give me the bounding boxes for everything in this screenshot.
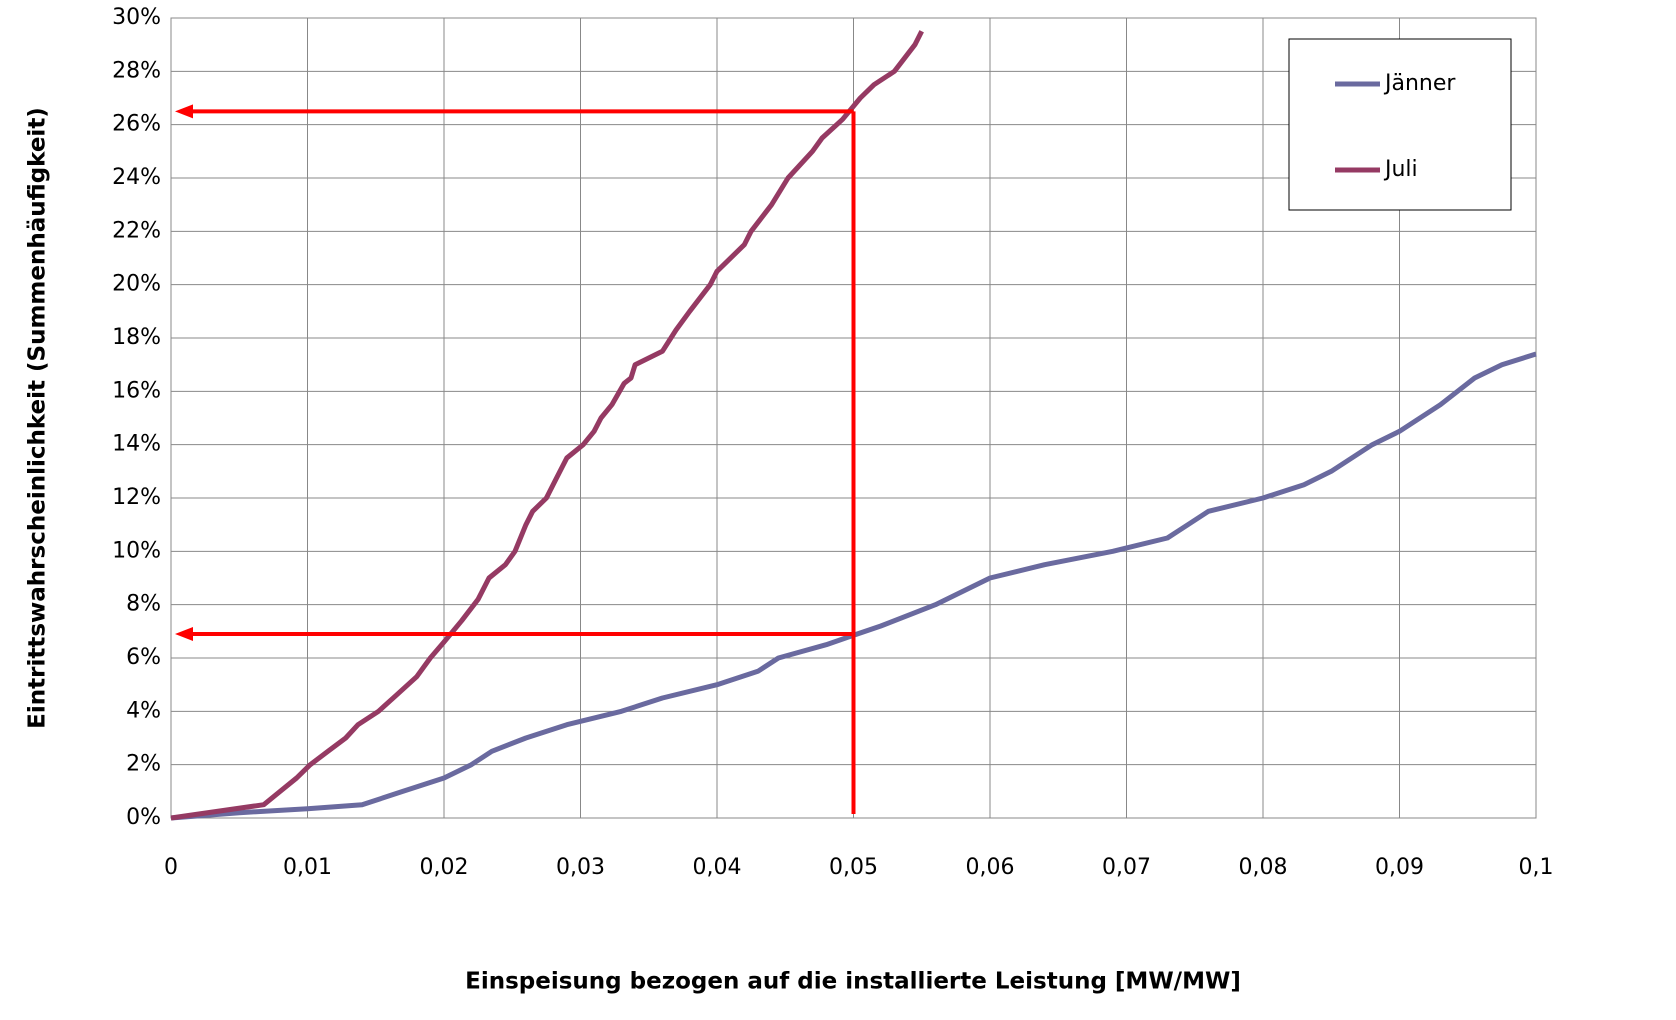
legend-box <box>1288 38 1512 211</box>
x-axis-label: Einspeisung bezogen auf die installierte… <box>465 969 1241 995</box>
y-tick-label: 6% <box>126 645 161 670</box>
arrow-head <box>175 627 193 641</box>
y-tick-label: 4% <box>126 698 161 723</box>
y-tick-label: 2% <box>126 752 161 777</box>
y-tick-label: 16% <box>112 378 161 403</box>
x-tick-label: 0,09 <box>1375 855 1424 880</box>
y-axis-label: Eintrittswahrscheinlichkeit (Summenhäufi… <box>25 107 51 729</box>
x-tick-label: 0,04 <box>693 855 742 880</box>
x-tick-label: 0,08 <box>1239 855 1288 880</box>
y-tick-label: 12% <box>112 485 161 510</box>
x-tick-label: 0,01 <box>283 855 332 880</box>
x-tick-label: 0,06 <box>966 855 1015 880</box>
y-tick-label: 18% <box>112 325 161 350</box>
x-tick-label: 0,05 <box>829 855 878 880</box>
y-tick-label: 26% <box>112 112 161 137</box>
y-tick-label: 22% <box>112 218 161 243</box>
x-tick-label: 0,02 <box>420 855 469 880</box>
y-tick-label: 28% <box>112 58 161 83</box>
y-tick-label: 8% <box>126 592 161 617</box>
x-tick-label: 0,07 <box>1102 855 1151 880</box>
arrow-head <box>175 104 193 119</box>
plot-border <box>170 17 1537 819</box>
x-tick-label: 0,1 <box>1519 855 1554 880</box>
y-tick-label: 20% <box>112 272 161 297</box>
y-tick-label: 24% <box>112 165 161 190</box>
y-tick-label: 14% <box>112 432 161 457</box>
y-tick-label: 30% <box>112 5 161 30</box>
x-tick-label: 0,03 <box>556 855 605 880</box>
y-tick-label: 0% <box>126 805 161 830</box>
series-line <box>170 351 1537 821</box>
x-tick-label: 0 <box>164 855 178 880</box>
legend-label: Jänner <box>1383 71 1456 96</box>
legend-label: Juli <box>1383 157 1418 182</box>
y-tick-label: 10% <box>112 538 161 563</box>
series-line <box>170 30 924 821</box>
